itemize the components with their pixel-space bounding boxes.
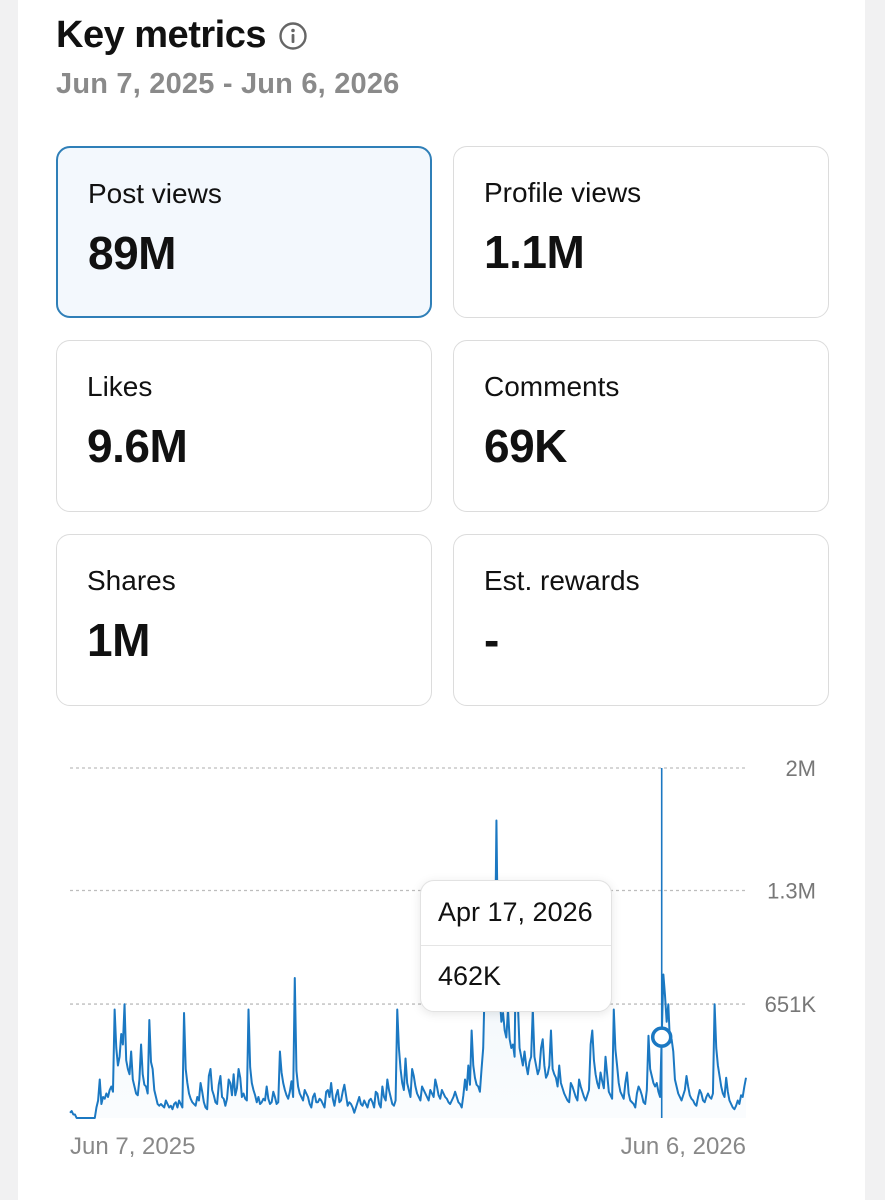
metric-label: Likes: [87, 371, 153, 402]
metric-card-est-rewards[interactable]: Est. rewards -: [453, 534, 829, 706]
y-tick-label: 1.3M: [767, 879, 816, 904]
tooltip-value: 462K: [438, 961, 502, 991]
post-views-chart[interactable]: 651K 1.3M 2M Jun 7, 2025 Jun 6, 2026: [18, 740, 865, 1200]
metric-label: Comments: [484, 371, 620, 402]
metric-card-likes[interactable]: Likes 9.6M: [56, 340, 432, 512]
page-title: Key metrics: [56, 14, 266, 56]
tooltip-divider: [421, 945, 611, 946]
title-row: Key metrics: [56, 14, 308, 57]
y-tick-label: 651K: [765, 992, 817, 1017]
metric-value: 89M: [88, 227, 176, 279]
tooltip-date: Apr 17, 2026: [438, 897, 593, 927]
metric-value: 9.6M: [87, 420, 188, 472]
chart-tooltip: Apr 17, 2026 462K: [420, 880, 612, 1012]
metric-card-comments[interactable]: Comments 69K: [453, 340, 829, 512]
metric-card-post-views[interactable]: Post views 89M: [56, 146, 432, 318]
series-line: [69, 819, 747, 1119]
metric-label: Shares: [87, 565, 176, 596]
metric-value: 69K: [484, 420, 567, 472]
metric-value: 1.1M: [484, 226, 585, 278]
area-fill: [70, 820, 746, 1118]
x-tick-label-start: Jun 7, 2025: [70, 1133, 195, 1160]
metric-label: Est. rewards: [484, 565, 640, 596]
date-range[interactable]: Jun 7, 2025 - Jun 6, 2026: [56, 68, 400, 100]
metric-label: Profile views: [484, 177, 642, 208]
selected-point-marker[interactable]: [650, 1026, 673, 1048]
x-tick-label-end: Jun 6, 2026: [621, 1133, 746, 1160]
metric-card-profile-views[interactable]: Profile views 1.1M: [453, 146, 829, 318]
metric-label: Post views: [88, 178, 222, 209]
metric-value: 1M: [87, 614, 150, 666]
metric-value: -: [484, 614, 499, 666]
metric-card-shares[interactable]: Shares 1M: [56, 534, 432, 706]
key-metrics-panel: Key metrics Jun 7, 2025 - Jun 6, 2026 Po…: [18, 0, 865, 1200]
y-tick-label: 2M: [785, 756, 816, 781]
info-circle-icon[interactable]: [278, 21, 308, 51]
